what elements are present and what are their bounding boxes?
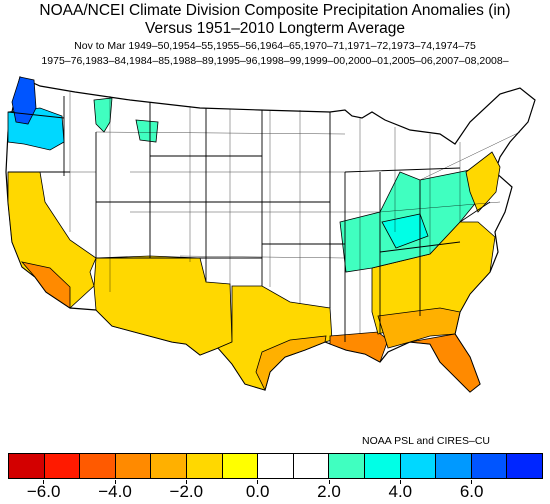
region-idaho-panhandle <box>93 97 113 133</box>
map-title-line-2: Versus 1951–2010 Longterm Average <box>145 20 405 37</box>
color-swatch <box>115 454 152 478</box>
region-gulf-coast <box>329 331 389 363</box>
color-swatch <box>293 454 330 478</box>
color-swatch <box>471 454 508 478</box>
region-texas-gulf-coast <box>255 335 327 392</box>
color-scale-tick <box>399 480 401 484</box>
color-scale-tick <box>257 480 259 484</box>
color-swatch <box>258 454 294 478</box>
region-mid-atlantic <box>465 151 501 213</box>
color-swatch <box>80 454 116 478</box>
color-scale-tick-label: −4.0 <box>98 482 132 501</box>
color-swatch <box>400 454 437 478</box>
state-border-lines <box>7 96 491 342</box>
color-swatch <box>507 454 542 478</box>
region-southeast-coast <box>377 307 461 349</box>
color-swatch <box>364 454 401 478</box>
color-swatch <box>222 454 259 478</box>
color-scale-tick-label: 0.0 <box>245 482 270 501</box>
region-southern-california <box>20 261 71 309</box>
color-swatch <box>329 454 365 478</box>
color-scale-tick-label: −2.0 <box>169 482 204 501</box>
composite-years-line-1: Nov to Mar 1949–50,1954–55,1955–56,1964–… <box>74 40 476 52</box>
color-scale-tick <box>185 480 187 484</box>
color-swatch <box>436 454 472 478</box>
color-swatch <box>9 454 45 478</box>
region-southwest <box>93 255 233 356</box>
color-scale-tick <box>43 480 45 484</box>
color-scale-bar <box>8 453 543 479</box>
color-scale-tick <box>471 480 473 484</box>
color-swatch <box>151 454 187 478</box>
color-scale-tick-label: −6.0 <box>26 482 61 501</box>
region-florida <box>409 333 481 393</box>
color-scale-tick <box>328 480 330 484</box>
us-climate-division-map <box>5 76 536 393</box>
composite-years-line-2: 1975–76,1983–84,1984–85,1988–89,1995–96,… <box>41 55 509 67</box>
region-california <box>7 171 97 309</box>
color-scale-tick-label: 4.0 <box>388 482 413 501</box>
region-appalachia <box>381 213 429 249</box>
data-credit: NOAA PSL and CIRES–CU <box>362 435 490 447</box>
region-pacific-northwest-coast <box>11 76 37 125</box>
color-scale-tick-label: 6.0 <box>459 482 484 501</box>
color-swatch <box>186 454 223 478</box>
color-scale-tick-label: 2.0 <box>317 482 341 501</box>
color-scale-tick <box>114 480 116 484</box>
color-swatch <box>44 454 81 478</box>
region-central-idaho <box>135 119 159 143</box>
map-title: NOAA/NCEI Climate Division Composite Pre… <box>39 2 511 19</box>
